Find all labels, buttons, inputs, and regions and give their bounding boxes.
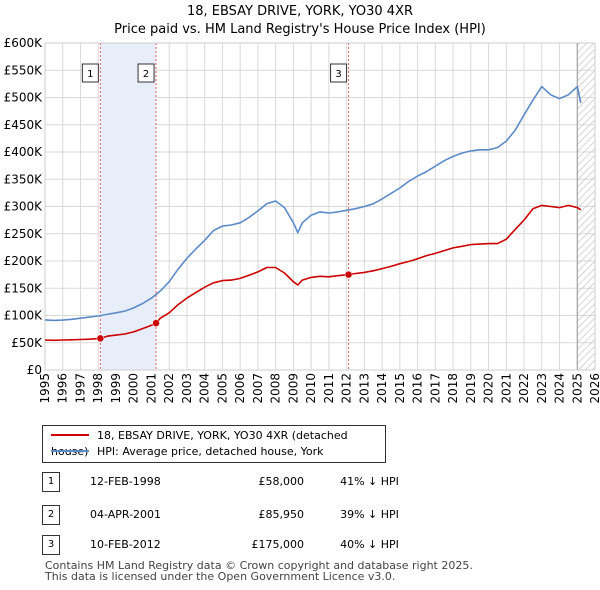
sale-marker (96, 334, 105, 343)
x-tick-label: 2023 (535, 373, 549, 404)
x-tick-label: 1996 (56, 373, 70, 404)
x-tick-label: 2006 (233, 373, 247, 404)
x-tick-label: 1995 (38, 373, 52, 404)
footer-line2: This data is licensed under the Open Gov… (45, 570, 396, 583)
x-tick-label: 2010 (304, 373, 318, 404)
series-line-property (44, 204, 582, 342)
x-tick-label: 2020 (482, 373, 496, 404)
sale-label-box (137, 63, 155, 83)
x-tick-label: 1997 (73, 373, 87, 404)
sale-label-number: 2 (143, 69, 149, 80)
x-tick-label: 2024 (553, 373, 567, 404)
x-tick-label: 2025 (570, 373, 584, 404)
x-tick-label: 2014 (375, 373, 389, 404)
y-tick-label: £350K (4, 172, 44, 186)
y-tick-label: £550K (4, 63, 44, 77)
chart-title-line2: Price paid vs. HM Land Registry's House … (114, 22, 486, 37)
x-tick-label: 2011 (322, 373, 336, 404)
x-tick-label: 2005 (215, 373, 229, 404)
transaction-hpi: 40% ↓ HPI (340, 538, 399, 551)
transaction-price: £85,950 (258, 508, 305, 521)
legend-label-property: 18, EBSAY DRIVE, YORK, YO30 4XR (detache… (51, 429, 348, 458)
transaction-row: 2 04-APR-2001 £85,950 39% ↓ HPI (42, 505, 482, 525)
sale-label-number: 3 (335, 69, 341, 80)
x-tick-label: 2002 (162, 373, 176, 404)
price-chart: £0 £50K £100K £150K £200K £250K £300K £350K £400… (4, 36, 600, 404)
transaction-price: £175,000 (251, 538, 305, 551)
legend-label-hpi: HPI: Average price, detached house, York (97, 445, 324, 458)
series-line-hpi (44, 85, 582, 322)
x-tick-label: 2021 (499, 373, 513, 404)
legend: 18, EBSAY DRIVE, YORK, YO30 4XR (detache… (42, 425, 386, 463)
shaded-span (100, 43, 157, 370)
x-tick-label: 2009 (286, 373, 300, 404)
x-tick-label: 2019 (464, 373, 478, 404)
y-tick-label: £600K (4, 36, 44, 50)
sale-label-box (330, 63, 348, 83)
x-tick-label: 2018 (446, 373, 460, 404)
transaction-hpi: 39% ↓ HPI (340, 508, 399, 521)
x-tick-label: 2008 (269, 373, 283, 404)
legend-swatch-hpi (51, 450, 89, 452)
chart-title: 18, EBSAY DRIVE, YORK, YO30 4XR Price pa… (0, 3, 600, 39)
x-tick-label: 2022 (517, 373, 531, 404)
transaction-number: 2 (42, 505, 60, 525)
transaction-date: 10-FEB-2012 (90, 538, 161, 551)
x-tick-label: 2013 (357, 373, 371, 404)
x-tick-label: 1998 (91, 373, 105, 404)
footer-line1: Contains HM Land Registry data © Crown c… (45, 559, 473, 572)
forecast-hatch (577, 43, 595, 370)
sale-marker (344, 270, 353, 279)
transaction-price: £58,000 (258, 475, 305, 488)
legend-item-hpi: HPI: Average price, detached house, York (51, 444, 324, 460)
y-tick-label: £100K (4, 309, 44, 323)
x-tick-label: 2000 (127, 373, 141, 404)
x-tick-label: 2003 (180, 373, 194, 404)
transaction-date: 04-APR-2001 (90, 508, 162, 521)
sale-label-box (81, 63, 99, 83)
sale-marker (152, 319, 160, 327)
x-tick-label: 2026 (588, 373, 600, 404)
transaction-hpi: 41% ↓ HPI (340, 475, 399, 488)
y-tick-label: £250K (4, 227, 44, 241)
y-tick-label: £200K (4, 254, 44, 268)
y-tick-label: £0 (27, 363, 42, 377)
legend-item-property: 18, EBSAY DRIVE, YORK, YO30 4XR (detache… (51, 428, 385, 458)
transaction-number: 3 (42, 535, 60, 555)
x-tick-label: 2012 (340, 373, 354, 404)
x-tick-label: 2007 (251, 373, 265, 404)
plot-frame (44, 42, 596, 371)
y-tick-label: £50K (11, 336, 43, 350)
x-tick-label: 2004 (198, 373, 212, 404)
x-tick-label: 2001 (144, 373, 158, 404)
chart-title-line1: 18, EBSAY DRIVE, YORK, YO30 4XR (186, 4, 414, 19)
y-tick-label: £500K (4, 91, 44, 105)
x-tick-label: 2015 (393, 373, 407, 404)
y-tick-label: £400K (4, 145, 44, 159)
transaction-row: 1 12-FEB-1998 £58,000 41% ↓ HPI (42, 472, 482, 492)
x-tick-label: 2016 (411, 373, 425, 404)
y-tick-label: £150K (4, 281, 44, 295)
transaction-number: 1 (42, 472, 60, 492)
x-tick-label: 1999 (109, 373, 123, 404)
footer-attribution: Contains HM Land Registry data © Crown c… (45, 560, 585, 582)
transaction-date: 12-FEB-1998 (90, 475, 161, 488)
y-tick-label: £300K (4, 200, 44, 214)
x-tick-label: 2017 (428, 373, 442, 404)
transaction-row: 3 10-FEB-2012 £175,000 40% ↓ HPI (42, 535, 482, 555)
sale-label-number: 1 (87, 69, 93, 80)
y-tick-label: £450K (4, 118, 44, 132)
legend-swatch-property (51, 434, 89, 436)
